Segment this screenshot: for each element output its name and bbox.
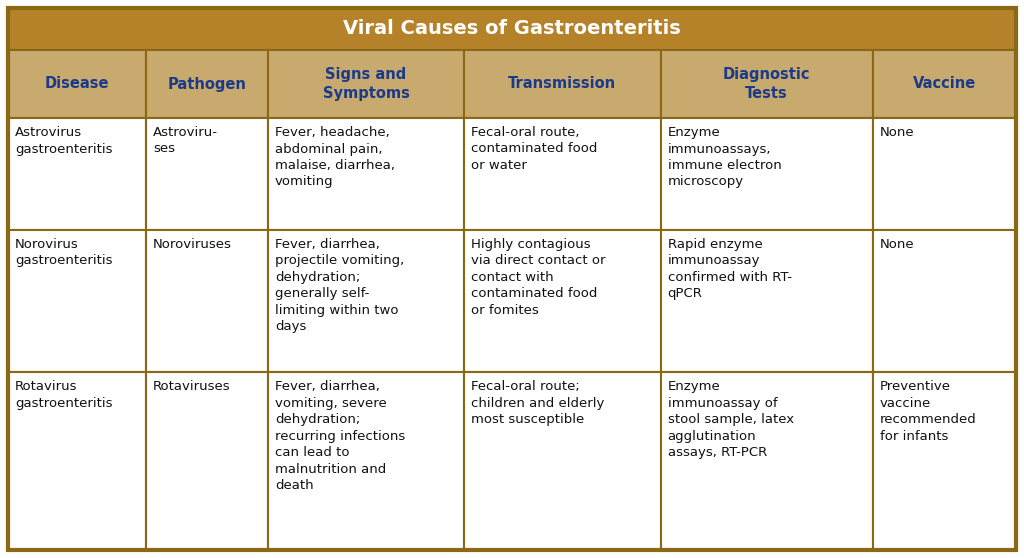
Text: Viral Causes of Gastroenteritis: Viral Causes of Gastroenteritis <box>343 20 681 39</box>
Text: Fecal-oral route;
children and elderly
most susceptible: Fecal-oral route; children and elderly m… <box>471 380 604 426</box>
Bar <box>8 50 146 118</box>
Bar <box>268 372 464 550</box>
Text: Transmission: Transmission <box>508 76 616 92</box>
Bar <box>8 230 146 372</box>
Text: Astroviru-
ses: Astroviru- ses <box>153 126 218 156</box>
Bar <box>660 372 872 550</box>
Text: Astrovirus
gastroenteritis: Astrovirus gastroenteritis <box>15 126 113 156</box>
Bar <box>872 230 1016 372</box>
Bar <box>268 50 464 118</box>
Text: Signs and
Symptoms: Signs and Symptoms <box>323 67 410 101</box>
Bar <box>146 118 268 230</box>
Text: Highly contagious
via direct contact or
contact with
contaminated food
or fomite: Highly contagious via direct contact or … <box>471 238 606 317</box>
Bar <box>8 118 146 230</box>
Text: Rotavirus
gastroenteritis: Rotavirus gastroenteritis <box>15 380 113 410</box>
Bar <box>268 230 464 372</box>
Text: Fecal-oral route,
contaminated food
or water: Fecal-oral route, contaminated food or w… <box>471 126 598 172</box>
Text: Disease: Disease <box>45 76 110 92</box>
Bar <box>464 230 660 372</box>
Bar <box>464 372 660 550</box>
Text: Fever, diarrhea,
vomiting, severe
dehydration;
recurring infections
can lead to
: Fever, diarrhea, vomiting, severe dehydr… <box>275 380 406 492</box>
Text: Rapid enzyme
immunoassay
confirmed with RT-
qPCR: Rapid enzyme immunoassay confirmed with … <box>668 238 792 300</box>
Bar <box>660 50 872 118</box>
Text: Vaccine: Vaccine <box>912 76 976 92</box>
Text: Fever, diarrhea,
projectile vomiting,
dehydration;
generally self-
limiting with: Fever, diarrhea, projectile vomiting, de… <box>275 238 404 333</box>
Bar <box>464 50 660 118</box>
Bar <box>268 118 464 230</box>
Text: Enzyme
immunoassays,
immune electron
microscopy: Enzyme immunoassays, immune electron mic… <box>668 126 781 189</box>
Bar <box>872 50 1016 118</box>
Bar <box>872 118 1016 230</box>
Bar <box>872 372 1016 550</box>
Bar <box>8 372 146 550</box>
Bar <box>8 8 1016 50</box>
Text: Rotaviruses: Rotaviruses <box>153 380 230 393</box>
Bar <box>660 118 872 230</box>
Text: Noroviruses: Noroviruses <box>153 238 231 251</box>
Bar <box>146 230 268 372</box>
Text: Norovirus
gastroenteritis: Norovirus gastroenteritis <box>15 238 113 267</box>
Text: Diagnostic
Tests: Diagnostic Tests <box>723 67 810 101</box>
Bar <box>660 230 872 372</box>
Text: Pathogen: Pathogen <box>168 76 247 92</box>
Text: Preventive
vaccine
recommended
for infants: Preventive vaccine recommended for infan… <box>880 380 977 442</box>
Text: Enzyme
immunoassay of
stool sample, latex
agglutination
assays, RT-PCR: Enzyme immunoassay of stool sample, late… <box>668 380 794 459</box>
Bar <box>464 118 660 230</box>
Bar <box>146 50 268 118</box>
Text: None: None <box>880 126 914 139</box>
Text: Fever, headache,
abdominal pain,
malaise, diarrhea,
vomiting: Fever, headache, abdominal pain, malaise… <box>275 126 395 189</box>
Bar <box>146 372 268 550</box>
Text: None: None <box>880 238 914 251</box>
